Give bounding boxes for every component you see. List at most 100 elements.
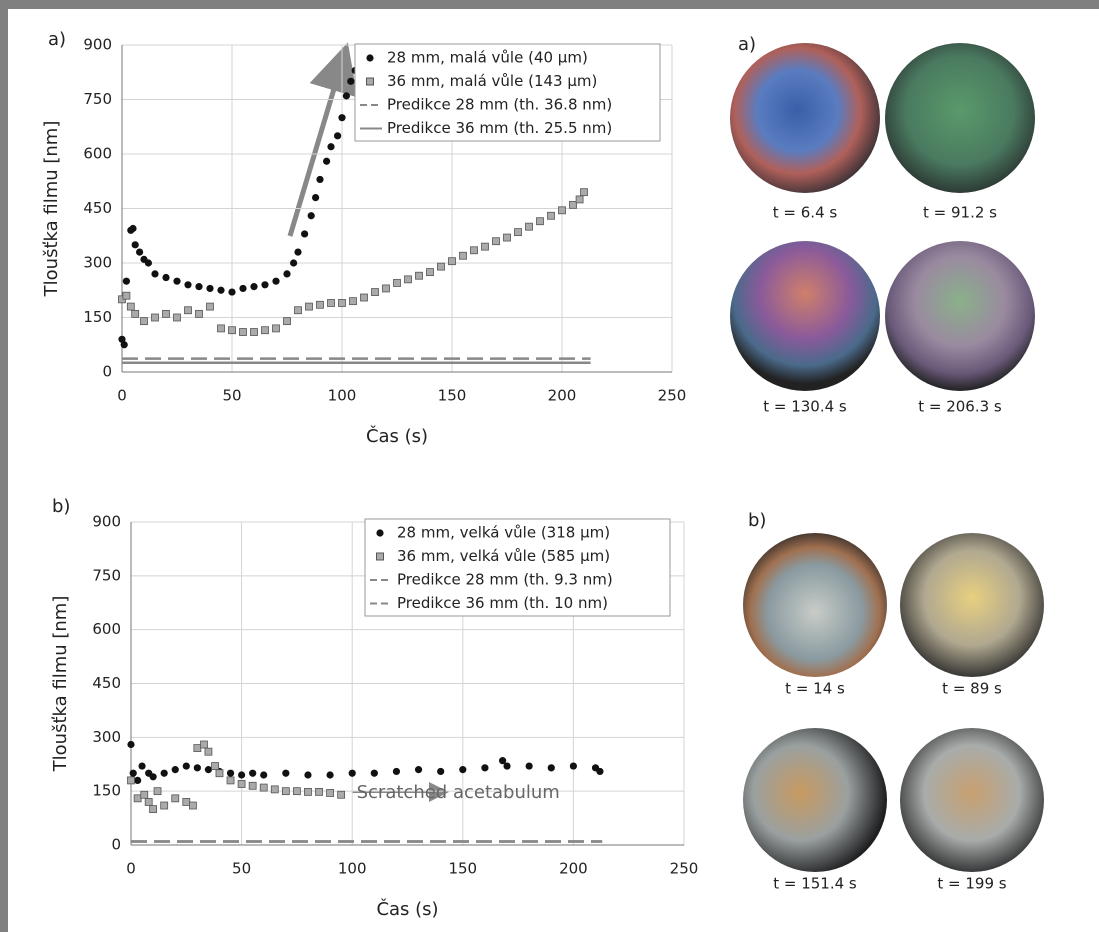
point bbox=[204, 766, 213, 774]
point bbox=[580, 188, 588, 197]
point bbox=[189, 801, 197, 810]
point bbox=[448, 257, 456, 266]
x-tick-label: 50 bbox=[232, 860, 251, 878]
point bbox=[503, 233, 511, 242]
point bbox=[503, 762, 511, 770]
point bbox=[238, 771, 246, 779]
point bbox=[481, 764, 489, 772]
point bbox=[184, 281, 192, 289]
point bbox=[149, 773, 157, 781]
point bbox=[211, 762, 219, 770]
y-tick-label: 300 bbox=[92, 728, 121, 746]
point bbox=[426, 268, 434, 276]
y-tick-label: 450 bbox=[92, 674, 121, 692]
point bbox=[312, 194, 320, 202]
x-tick-label: 100 bbox=[338, 860, 367, 878]
legend-box bbox=[354, 43, 661, 142]
interference-image bbox=[730, 43, 880, 193]
point bbox=[193, 764, 201, 772]
point bbox=[337, 790, 346, 799]
point bbox=[217, 286, 225, 294]
y-tick-label: 750 bbox=[83, 90, 112, 108]
point bbox=[470, 246, 478, 255]
y-tick-label: 750 bbox=[92, 566, 121, 584]
point bbox=[360, 293, 368, 302]
x-tick-label: 0 bbox=[126, 860, 136, 878]
point bbox=[120, 341, 128, 349]
point bbox=[118, 335, 126, 343]
point bbox=[382, 284, 390, 293]
point bbox=[182, 798, 191, 806]
point bbox=[348, 769, 356, 777]
point bbox=[525, 762, 533, 770]
point bbox=[415, 271, 423, 280]
point bbox=[228, 288, 236, 296]
interference-image bbox=[900, 728, 1044, 872]
point bbox=[437, 767, 445, 776]
point bbox=[307, 212, 315, 220]
legend-label: 36 mm, malá vůle (143 µm) bbox=[387, 72, 597, 90]
point bbox=[525, 222, 533, 231]
point bbox=[122, 277, 130, 285]
point bbox=[326, 789, 334, 797]
x-tick-label: 0 bbox=[117, 387, 127, 405]
y-tick-label: 300 bbox=[83, 254, 112, 272]
point bbox=[281, 787, 290, 796]
point bbox=[182, 762, 190, 770]
point bbox=[122, 291, 131, 300]
legend-box bbox=[364, 518, 671, 617]
x-tick-label: 100 bbox=[328, 387, 357, 405]
point bbox=[459, 766, 467, 774]
point bbox=[138, 762, 146, 770]
point bbox=[239, 328, 247, 336]
point bbox=[195, 283, 203, 291]
panel-label: a) bbox=[48, 29, 66, 50]
interference-image bbox=[743, 533, 887, 677]
point bbox=[547, 211, 555, 220]
point bbox=[558, 206, 566, 215]
point bbox=[414, 766, 423, 774]
y-tick-label: 900 bbox=[83, 36, 112, 54]
point bbox=[195, 309, 203, 318]
legend-marker bbox=[376, 529, 384, 537]
point bbox=[569, 762, 578, 770]
point bbox=[404, 275, 412, 284]
point bbox=[492, 237, 500, 246]
point bbox=[547, 764, 555, 772]
trend-arrow bbox=[287, 42, 358, 237]
point bbox=[200, 740, 208, 749]
x-tick-label: 200 bbox=[548, 387, 577, 405]
point bbox=[261, 326, 269, 335]
point bbox=[250, 283, 258, 291]
point bbox=[370, 769, 378, 777]
point bbox=[283, 317, 291, 326]
point bbox=[259, 783, 268, 792]
x-axis-title: Čas (s) bbox=[366, 425, 428, 447]
legend-label: Predikce 28 mm (th. 9.3 nm) bbox=[397, 571, 613, 589]
point bbox=[327, 143, 335, 151]
point bbox=[206, 284, 214, 293]
point bbox=[347, 77, 355, 85]
y-tick-label: 150 bbox=[92, 782, 121, 800]
image-caption: t = 206.3 s bbox=[918, 398, 1002, 416]
legend-marker bbox=[366, 54, 374, 62]
point bbox=[140, 317, 148, 326]
point bbox=[237, 780, 246, 788]
point bbox=[193, 744, 202, 752]
point bbox=[294, 306, 302, 315]
interference-image bbox=[743, 728, 887, 872]
point bbox=[282, 769, 290, 777]
image-caption: t = 151.4 s bbox=[773, 875, 857, 893]
x-tick-label: 150 bbox=[438, 387, 467, 405]
point bbox=[217, 324, 225, 333]
y-tick-label: 600 bbox=[92, 620, 121, 638]
point bbox=[316, 175, 324, 184]
legend-marker bbox=[366, 77, 374, 86]
point bbox=[126, 302, 135, 311]
point bbox=[151, 313, 159, 322]
point bbox=[270, 785, 279, 794]
point bbox=[127, 776, 135, 785]
point bbox=[338, 114, 346, 122]
x-tick-label: 50 bbox=[222, 387, 241, 405]
